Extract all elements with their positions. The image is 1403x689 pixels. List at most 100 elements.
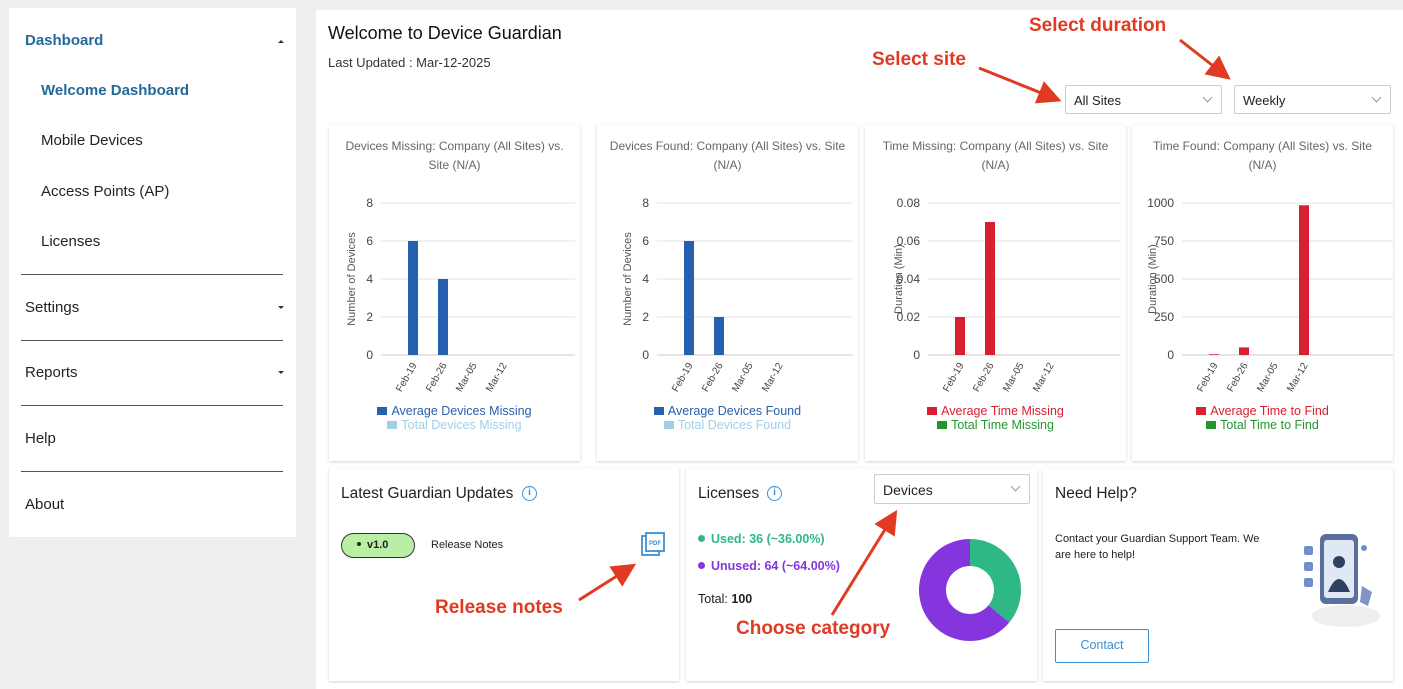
legend-swatch [1196, 407, 1207, 415]
y-tick-label: 0.06 [897, 234, 921, 248]
total-label: Total: [698, 592, 728, 606]
legend-swatch [377, 407, 388, 415]
y-tick-label: 0 [366, 348, 373, 362]
site-select[interactable]: All Sites [1065, 85, 1222, 114]
contact-button[interactable]: Contact [1055, 629, 1149, 663]
unused-label: Unused: 64 (~64.00%) [711, 559, 840, 573]
license-category-value: Devices [883, 482, 933, 498]
info-icon[interactable]: i [522, 486, 537, 501]
x-tick-label: Feb-26 [1225, 361, 1251, 394]
chart-title: Time Missing: Company (All Sites) vs. Si… [882, 139, 1109, 172]
sidebar-about[interactable]: About [25, 496, 65, 513]
sidebar-item-mobile-devices[interactable]: Mobile Devices [41, 132, 143, 149]
chevron-down-icon [1371, 92, 1382, 103]
page-title: Welcome to Device Guardian [328, 23, 562, 43]
duration-select[interactable]: Weekly [1234, 85, 1391, 114]
help-text: Contact your Guardian Support Team. We a… [1055, 533, 1260, 561]
y-tick-label: 0 [913, 348, 920, 362]
license-category-select[interactable]: Devices [874, 474, 1030, 504]
total-row: Total: 100 [698, 592, 752, 606]
last-updated: Last Updated : Mar-12-2025 [328, 55, 491, 70]
annotation-select-site: Select site [872, 49, 966, 70]
legend-item[interactable]: Total Time to Find [1132, 418, 1393, 432]
y-tick-label: 6 [642, 234, 649, 248]
x-tick-label: Feb-19 [670, 361, 696, 394]
sidebar-item-licenses[interactable]: Licenses [41, 233, 101, 250]
y-tick-label: 0.08 [897, 196, 921, 210]
x-tick-label: Feb-26 [700, 361, 726, 394]
license-donut-chart [919, 539, 1021, 641]
legend-label: Average Devices Found [667, 404, 802, 418]
chart-title: Devices Missing: Company (All Sites) vs.… [345, 139, 564, 172]
licenses-title: Licenses [698, 485, 760, 502]
total-value: 100 [731, 592, 753, 606]
site-select-value: All Sites [1074, 93, 1121, 108]
sidebar-help[interactable]: Help [25, 430, 56, 447]
chart-svg: 0 2 4 6 8 Number of Devices Feb-19 Feb-26 Mar-05… [346, 196, 575, 394]
y-tick-label: 8 [366, 196, 373, 210]
y-axis-label: Duration (Min) [893, 244, 905, 314]
sidebar-divider [21, 405, 283, 406]
annotation-select-duration: Select duration [1029, 15, 1167, 36]
updates-card: Latest Guardian Updates i v1.0 Release N… [329, 468, 679, 681]
y-axis-label: Number of Devices [622, 232, 634, 326]
legend-item[interactable]: Total Time Missing [865, 418, 1126, 432]
legend-item[interactable]: Average Time to Find [1132, 404, 1393, 418]
x-tick-label: Mar-12 [484, 361, 510, 394]
release-notes-label: Release Notes [431, 539, 504, 551]
legend-label: Total Devices Found [677, 418, 792, 432]
y-axis-label: Duration (Min) [1147, 244, 1159, 314]
y-tick-label: 6 [366, 234, 373, 248]
x-tick-label: Feb-19 [941, 361, 967, 394]
legend-swatch [387, 421, 398, 429]
unused-dot-icon [698, 562, 705, 569]
legend-swatch [937, 421, 948, 429]
chart-svg: 0 250 500 750 1000 Duration (Min) Feb-19 Feb-26… [1147, 196, 1393, 394]
unused-legend: Unused: 64 (~64.00%) [698, 559, 840, 573]
legend-item[interactable]: Total Devices Found [597, 418, 858, 432]
chart-title: Devices Found: Company (All Sites) vs. S… [609, 139, 846, 172]
y-tick-label: 4 [642, 272, 649, 286]
updates-title: Latest Guardian Updates [341, 485, 514, 502]
chevron-down-icon [1202, 92, 1213, 103]
sidebar-item-welcome-dashboard[interactable]: Welcome Dashboard [41, 82, 190, 99]
sidebar-divider [21, 274, 283, 275]
duration-select-value: Weekly [1243, 93, 1286, 108]
y-tick-label: 1000 [1147, 196, 1174, 210]
main-panel: Welcome to Device Guardian Last Updated … [316, 10, 1403, 689]
chevron-down-icon[interactable] [278, 306, 284, 309]
donut-slice-unused [919, 539, 1010, 641]
legend-item[interactable]: Average Time Missing [865, 404, 1126, 418]
sidebar-item-access-points[interactable]: Access Points (AP) [41, 183, 170, 200]
y-tick-label: 250 [1154, 310, 1174, 324]
chart-svg: 0 2 4 6 8 Number of Devices Feb-19 Feb-26 Mar-05… [622, 196, 853, 394]
legend-item[interactable]: Average Devices Missing [329, 404, 580, 418]
bar [684, 241, 694, 355]
pdf-icon[interactable]: PDF [641, 532, 665, 556]
version-badge: v1.0 [341, 533, 415, 558]
y-tick-label: 0.02 [897, 310, 921, 324]
legend-label: Average Time to Find [1210, 404, 1329, 418]
used-legend: Used: 36 (~36.00%) [698, 532, 825, 546]
chevron-down-icon[interactable] [278, 371, 284, 374]
chart-svg: 0 0.02 0.04 0.06 0.08 Duration (Min) Feb-19 Feb… [893, 196, 1120, 394]
annotation-choose-category: Choose category [736, 618, 891, 639]
bar [438, 279, 448, 355]
y-tick-label: 0.04 [897, 272, 921, 286]
legend-item[interactable]: Average Devices Found [597, 404, 858, 418]
dot-icon [357, 542, 361, 546]
y-tick-label: 500 [1154, 272, 1174, 286]
sidebar-dashboard[interactable]: Dashboard [25, 32, 104, 49]
x-tick-label: Mar-05 [1001, 361, 1027, 394]
legend-label: Total Time Missing [951, 418, 1054, 432]
legend-item[interactable]: Total Devices Missing [329, 418, 580, 432]
pdf-icon-label: PDF [649, 541, 661, 547]
sidebar-divider [21, 471, 283, 472]
info-icon[interactable]: i [767, 486, 782, 501]
version-label: v1.0 [367, 539, 389, 551]
chevron-up-icon[interactable] [278, 40, 284, 43]
annotation-release-notes: Release notes [435, 597, 563, 618]
sidebar-settings[interactable]: Settings [25, 299, 80, 316]
sidebar-reports[interactable]: Reports [25, 364, 78, 381]
time-missing-chart-card: Time Missing: Company (All Sites) vs. Si… [865, 125, 1126, 461]
